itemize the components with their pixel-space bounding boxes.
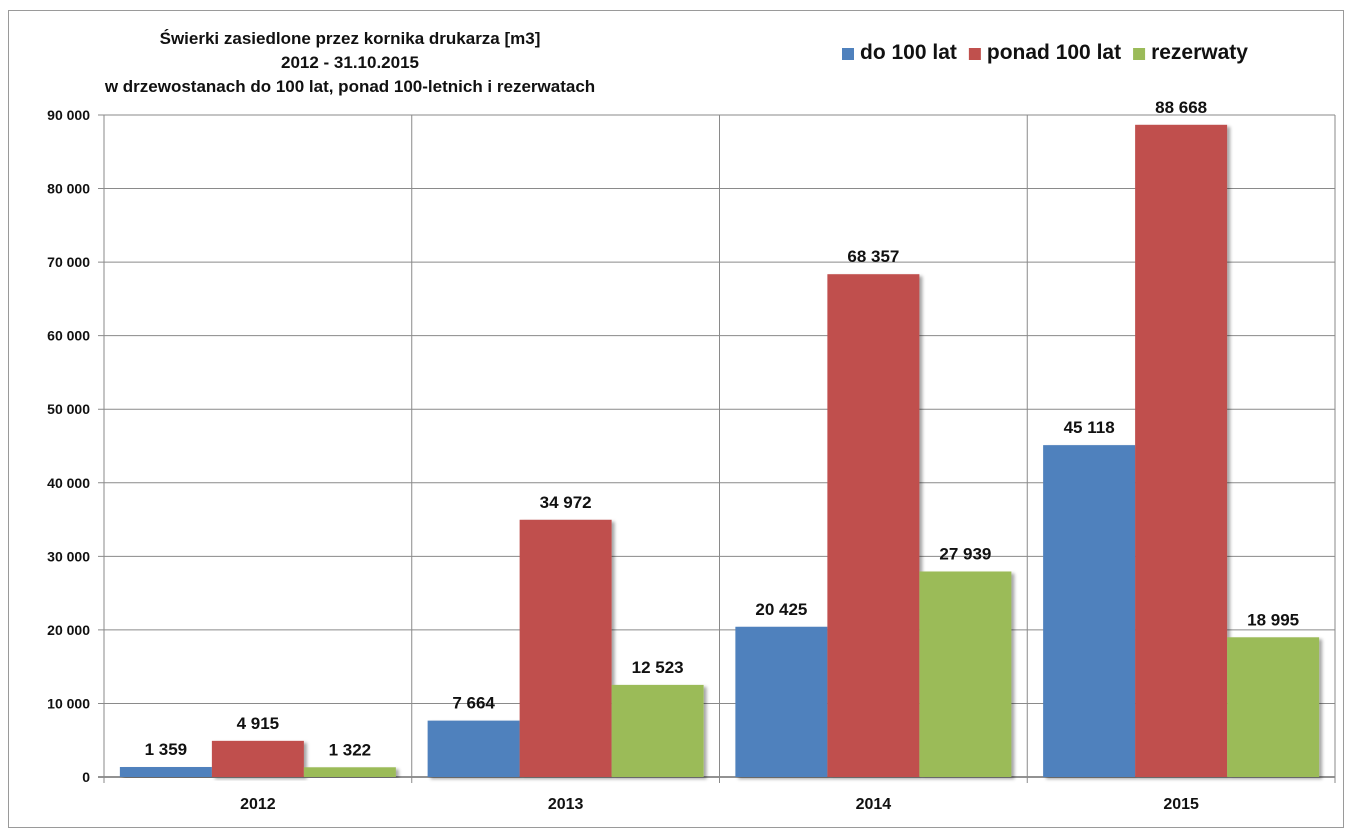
data-label: 45 118	[1064, 418, 1115, 437]
bar-2012-series-1	[211, 740, 304, 777]
data-labels: 1 359 4 915 1 322 7 664 34 972 12 523 20 425 68…	[145, 98, 1300, 759]
y-tick-label: 80 000	[47, 181, 90, 197]
legend: do 100 lat ponad 100 lat rezerwaty	[842, 41, 1248, 64]
bar-2015-series-2	[1227, 637, 1320, 777]
y-tick-label: 60 000	[47, 328, 90, 344]
gridlines	[98, 114, 1336, 783]
bar-2015-series-0	[1043, 445, 1136, 777]
x-category-label: 2013	[548, 796, 584, 813]
legend-swatch	[842, 48, 854, 60]
bar-2014-series-0	[735, 626, 828, 777]
data-label: 1 359	[145, 740, 188, 759]
legend-swatch	[1133, 48, 1146, 60]
chart-title-line-1: Świerki zasiedlone przez kornika drukarz…	[160, 29, 541, 48]
data-label: 88 668	[1155, 98, 1207, 117]
x-category-label: 2014	[856, 796, 892, 813]
legend-label: rezerwaty	[1151, 41, 1248, 64]
legend-label: do 100 lat	[860, 41, 957, 64]
y-tick-label: 30 000	[47, 548, 90, 564]
bar-2012-series-2	[303, 767, 396, 777]
chart-title: Świerki zasiedlone przez kornika drukarz…	[104, 29, 595, 96]
bar-2014-series-2	[919, 571, 1012, 777]
bar-2013-series-1	[519, 519, 612, 777]
data-label: 4 915	[237, 714, 280, 733]
x-category-label: 2012	[240, 796, 276, 813]
y-tick-label: 70 000	[47, 254, 90, 270]
y-tick-label: 90 000	[47, 107, 90, 123]
y-tick-label: 0	[82, 769, 90, 785]
bar-chart: Świerki zasiedlone przez kornika drukarz…	[47, 29, 1336, 813]
data-label: 34 972	[540, 493, 592, 512]
chart-title-line-2: 2012 - 31.10.2015	[281, 53, 419, 72]
bar-2015-series-1	[1135, 124, 1228, 777]
bar-2013-series-0	[427, 720, 520, 777]
data-label: 68 357	[847, 247, 899, 266]
y-tick-label: 50 000	[47, 401, 90, 417]
y-tick-label: 40 000	[47, 475, 90, 491]
y-tick-label: 10 000	[47, 695, 90, 711]
chart-frame: Świerki zasiedlone przez kornika drukarz…	[8, 10, 1344, 828]
legend-label: ponad 100 lat	[987, 41, 1121, 64]
bar-2012-series-0	[119, 767, 212, 777]
data-label: 1 322	[329, 740, 372, 759]
x-category-label: 2015	[1163, 796, 1199, 813]
data-label: 27 939	[939, 544, 991, 563]
bar-2013-series-2	[611, 684, 704, 777]
data-label: 20 425	[755, 600, 807, 619]
y-axis-ticks: 0 10 000 20 000 30 000 40 000 50 000 60 000 70 …	[47, 107, 90, 785]
data-label: 7 664	[452, 694, 495, 713]
chart-title-line-3: w drzewostanach do 100 lat, ponad 100-le…	[104, 77, 595, 96]
bars	[119, 124, 1320, 777]
legend-swatch	[968, 48, 981, 60]
data-label: 12 523	[632, 658, 684, 677]
x-axis-categories: 2012 2013 2014 2015	[240, 796, 1199, 813]
bar-2014-series-1	[827, 274, 920, 777]
data-label: 18 995	[1247, 610, 1299, 629]
y-tick-label: 20 000	[47, 622, 90, 638]
